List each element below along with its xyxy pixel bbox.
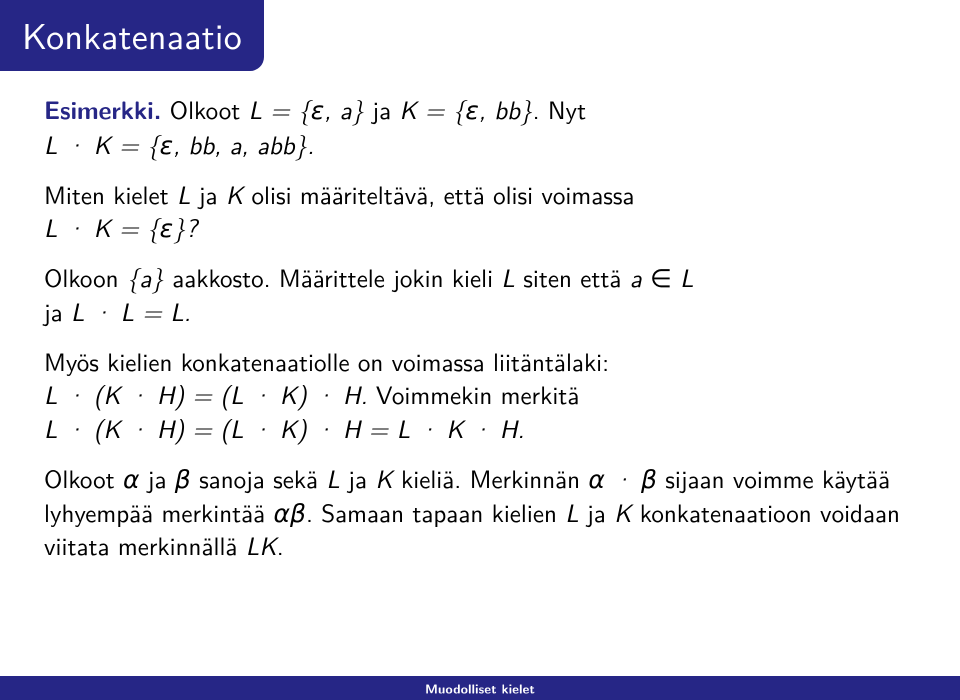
- text: ja: [579, 493, 614, 530]
- math: L · K = {ε, bb, a, abb}.: [44, 125, 314, 162]
- math: L · (K · H) = (L · K) · H = L · K · H.: [44, 409, 524, 446]
- math: LK: [246, 526, 277, 563]
- math: L · L = L.: [71, 292, 191, 329]
- text: .: [277, 526, 284, 563]
- paragraph-q1: Miten kielet L ja K olisi määriteltävä, …: [44, 177, 916, 245]
- text: Voimmekin merkitä: [368, 375, 580, 412]
- paragraph-assoc: Myös kielien konkatenaatiolle on voimass…: [44, 344, 916, 445]
- math: {a}: [127, 258, 164, 295]
- math: L · (K · H) = (L · K) · H.: [44, 375, 368, 412]
- text: Olkoot: [161, 90, 248, 127]
- footer-title: Muodolliset kielet: [425, 679, 535, 698]
- math: α · β: [588, 459, 657, 496]
- slide: Konkatenaatio Esimerkki. Olkoot L = {ε, …: [0, 0, 960, 700]
- text: . Nyt: [533, 90, 587, 127]
- paragraph-q2: Olkoon {a} aakkosto. Määrittele jokin ki…: [44, 260, 916, 328]
- text: ja: [191, 175, 226, 212]
- footer-bar: Muodolliset kielet: [0, 676, 960, 700]
- text: ja: [139, 459, 174, 496]
- math: αβ: [274, 493, 306, 530]
- text: . Samaan tapaan kielien: [306, 493, 565, 530]
- text: sanoja sekä: [191, 459, 327, 496]
- paragraph-notation: Olkoot α ja β sanoja sekä L ja K kieliä.…: [44, 461, 916, 562]
- math: L: [565, 493, 579, 530]
- text: aakkosto. Määrittele jokin kieli: [164, 258, 502, 295]
- math: L: [501, 258, 515, 295]
- math: K: [226, 175, 243, 212]
- text: Myös kielien konkatenaatiolle on voimass…: [44, 342, 609, 379]
- text: siten että: [515, 258, 630, 295]
- text: Olkoot: [44, 459, 123, 496]
- math: L · K = {ε}?: [44, 208, 197, 245]
- math: K: [375, 459, 392, 496]
- text: ja: [340, 459, 375, 496]
- text: Miten kielet: [44, 175, 177, 212]
- math: L = {ε, a}: [249, 90, 364, 127]
- math: β: [175, 459, 191, 496]
- math: a ∈ L: [630, 258, 694, 295]
- math: L: [177, 175, 191, 212]
- paragraph-example: Esimerkki. Olkoot L = {ε, a} ja K = {ε, …: [44, 92, 916, 161]
- slide-title: Konkatenaatio: [0, 0, 264, 71]
- text: olisi määriteltävä, että olisi voimassa: [243, 175, 634, 212]
- math: K = {ε, bb}: [399, 90, 532, 127]
- text: ja: [364, 90, 399, 127]
- example-label: Esimerkki.: [44, 92, 161, 127]
- math: α: [123, 459, 139, 496]
- text: Olkoon: [44, 258, 127, 295]
- text: kieliä. Merkinnän: [393, 459, 589, 496]
- math: L: [326, 459, 340, 496]
- slide-content: Esimerkki. Olkoot L = {ε, a} ja K = {ε, …: [44, 92, 916, 578]
- math: K: [614, 493, 631, 530]
- text: ja: [44, 292, 71, 329]
